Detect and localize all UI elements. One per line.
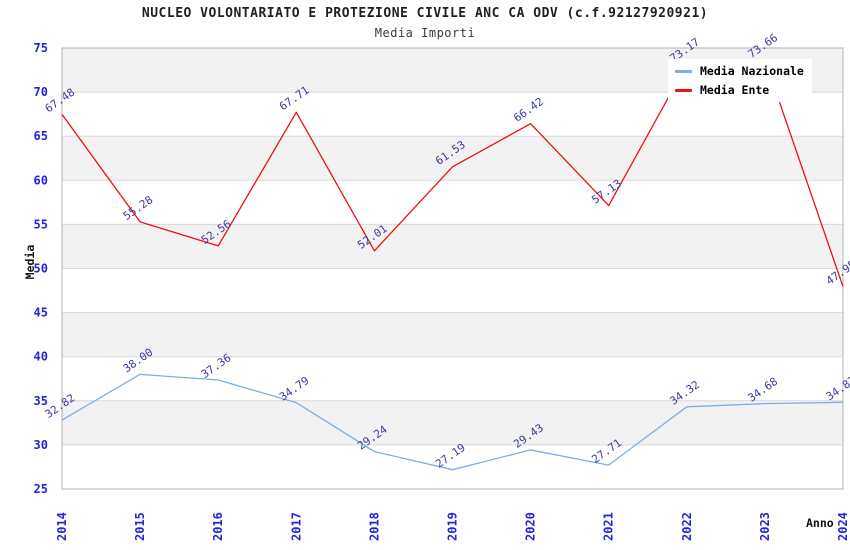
data-label: 57.13 [589,177,624,207]
legend: Media Nazionale Media Ente [668,59,812,102]
media-nazionale-line-swatch-icon [675,69,692,73]
plot-band [62,400,843,445]
x-axis-label: Anno [806,516,834,530]
plot-band [62,136,843,181]
x-tick-label: 2015 [133,512,147,541]
plot-band [62,224,843,269]
series-line-media-nazionale [61,373,844,471]
y-tick-label: 30 [34,438,48,452]
data-label: 27.19 [433,441,468,471]
y-tick-label: 55 [34,217,48,231]
legend-item-media-nazionale: Media Nazionale [675,64,812,78]
data-label: 34.83 [824,374,850,404]
data-label: 34.79 [277,374,312,404]
plot-band [62,312,843,357]
x-tick-label: 2024 [836,512,850,541]
chart-title: NUCLEO VOLONTARIATO E PROTEZIONE CIVILE … [141,6,709,21]
y-tick-label: 50 [34,262,48,276]
x-tick-label: 2016 [211,512,225,541]
y-tick-label: 60 [34,173,48,187]
x-tick-label: 2019 [446,512,460,541]
x-tick-label: 2021 [602,512,616,541]
x-tick-label: 2017 [289,512,303,541]
data-label: 66.42 [511,95,546,125]
media-ente-line-swatch-icon [675,88,692,92]
x-tick-label: 2014 [55,512,69,541]
chart-subtitle: Media Importi [374,26,476,40]
legend-label-media-ente: Media Ente [700,83,770,97]
legend-label-media-nazionale: Media Nazionale [700,64,804,78]
plot-frame [61,47,844,490]
y-tick-label: 75 [34,41,48,55]
data-label: 34.68 [746,375,781,405]
y-tick-label: 45 [34,306,48,320]
legend-item-media-ente: Media Ente [675,83,812,97]
y-tick-label: 65 [34,129,48,143]
y-tick-label: 35 [34,394,48,408]
y-tick-label: 25 [34,482,48,496]
x-tick-label: 2020 [524,512,538,541]
y-tick-label: 40 [34,350,48,364]
x-tick-label: 2023 [758,512,772,541]
x-tick-label: 2022 [680,512,694,541]
x-tick-label: 2018 [367,512,381,541]
y-tick-label: 70 [34,85,48,99]
